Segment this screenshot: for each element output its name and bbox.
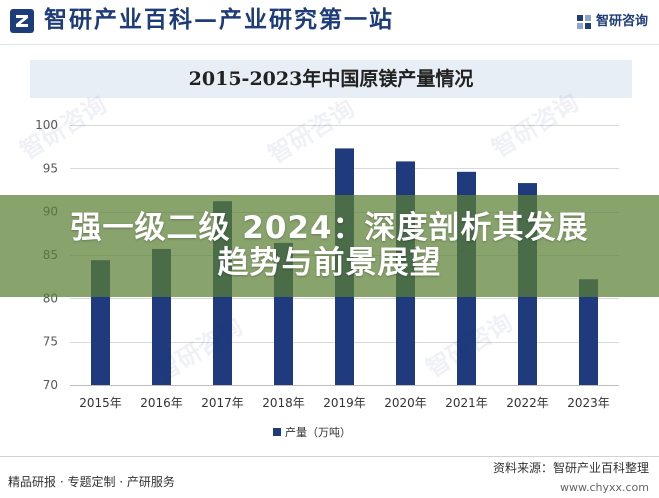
x-tick-label-2022: 2022年 [506,396,549,410]
x-tick-label-2023: 2023年 [567,396,610,410]
brand-mark-block [585,15,591,21]
brand-mark-block [577,23,583,29]
footer-services: 精品研报 · 专题定制 · 产研服务 [8,475,175,489]
chart-title: 2015-2023年中国原镁产量情况 [188,68,474,90]
y-tick-label: 70 [43,378,58,392]
header-divider [0,44,659,45]
legend-label: 产量（万吨） [285,425,351,439]
y-tick-label: 95 [43,161,58,175]
brand-logo: 智研咨询 [576,13,648,31]
brand-mark-block [577,15,583,21]
bar-2023 [579,279,598,385]
site-title: 智研产业百科—产业研究第一站 [44,6,394,33]
source-note: 资料来源：智研产业百科整理 [492,461,649,475]
legend-swatch [273,428,281,436]
headline-banner: 强一级二级 2024：深度剖析其发展 趋势与前景展望 [0,195,659,297]
x-tick-label-2018: 2018年 [262,396,305,410]
site-logo-icon [10,9,34,33]
x-tick-label-2017: 2017年 [201,396,244,410]
y-tick-label: 75 [43,335,58,349]
brand-name: 智研咨询 [596,14,649,29]
logo-glyph [16,15,28,27]
brand-mark-icon [577,15,591,29]
footer-divider [0,456,659,457]
headline-line-1: 强一级二级 2024：深度剖析其发展 [70,210,589,246]
legend: 产量（万吨） [273,425,351,439]
x-tick-label-2016: 2016年 [140,396,183,410]
brand-mark-block [585,23,591,29]
y-tick-label: 100 [35,118,58,132]
x-axis-labels: 2015年 2016年 2017年 2018年 2019年 2020年 2021年 2022年… [79,396,610,410]
x-tick-label-2019: 2019年 [323,396,366,410]
headline-line-2: 趋势与前景展望 [217,245,442,281]
x-tick-label-2020: 2020年 [384,396,427,410]
x-tick-label-2015: 2015年 [79,396,122,410]
chart-title-bar: 2015-2023年中国原镁产量情况 [30,60,632,98]
website-url: www.chyxx.com [559,481,649,494]
x-tick-label-2021: 2021年 [445,396,488,410]
